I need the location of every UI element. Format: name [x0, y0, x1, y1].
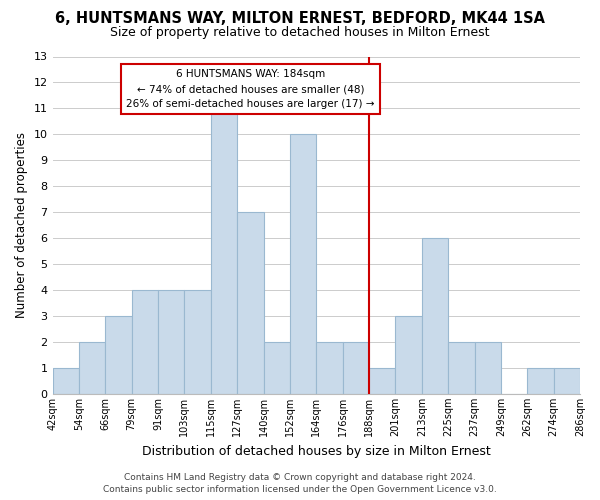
Bar — [422, 238, 448, 394]
Bar — [184, 290, 211, 394]
Bar — [131, 290, 158, 394]
Bar — [211, 108, 237, 394]
Bar — [290, 134, 316, 394]
Bar — [158, 290, 184, 394]
Bar — [105, 316, 131, 394]
Bar — [53, 368, 79, 394]
X-axis label: Distribution of detached houses by size in Milton Ernest: Distribution of detached houses by size … — [142, 444, 491, 458]
Bar — [316, 342, 343, 394]
Text: 6 HUNTSMANS WAY: 184sqm
← 74% of detached houses are smaller (48)
26% of semi-de: 6 HUNTSMANS WAY: 184sqm ← 74% of detache… — [126, 70, 374, 109]
Bar — [395, 316, 422, 394]
Text: Size of property relative to detached houses in Milton Ernest: Size of property relative to detached ho… — [110, 26, 490, 39]
Text: 6, HUNTSMANS WAY, MILTON ERNEST, BEDFORD, MK44 1SA: 6, HUNTSMANS WAY, MILTON ERNEST, BEDFORD… — [55, 11, 545, 26]
Bar — [369, 368, 395, 394]
Y-axis label: Number of detached properties: Number of detached properties — [15, 132, 28, 318]
Bar — [527, 368, 554, 394]
Bar — [263, 342, 290, 394]
Bar — [475, 342, 501, 394]
Bar — [237, 212, 263, 394]
Bar — [79, 342, 105, 394]
Text: Contains HM Land Registry data © Crown copyright and database right 2024.
Contai: Contains HM Land Registry data © Crown c… — [103, 472, 497, 494]
Bar — [554, 368, 580, 394]
Bar — [448, 342, 475, 394]
Bar — [343, 342, 369, 394]
